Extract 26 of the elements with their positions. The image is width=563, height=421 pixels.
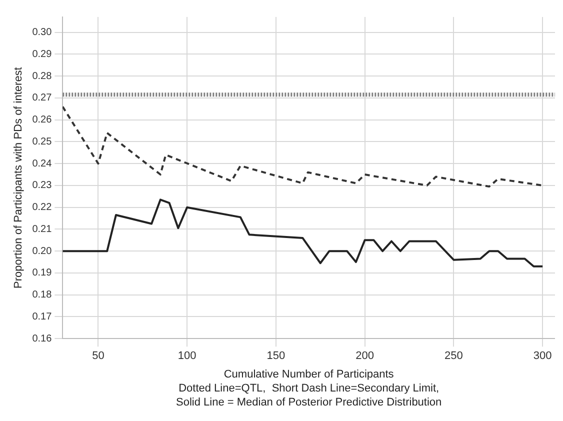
y-tick-label: 0.26 <box>32 114 52 126</box>
y-tick-label: 0.19 <box>32 268 52 279</box>
x-tick-label: 250 <box>444 350 463 362</box>
text: Dotted Line=QTL, Short Dash Line=Secondary Limit, <box>178 382 440 395</box>
x-tick-label: 300 <box>533 350 552 362</box>
y-tick-label: 0.30 <box>32 27 52 38</box>
text: Solid Line = Median of Posterior Predictive Distribution <box>176 396 442 409</box>
y-tick-label: 0.23 <box>32 180 52 192</box>
y-tick-label: 0.27 <box>32 92 52 104</box>
x-tick-label: 50 <box>92 350 104 362</box>
y-tick-label: 0.28 <box>32 70 52 82</box>
y-tick-label: 0.24 <box>32 158 52 170</box>
x-tick-label: 150 <box>266 350 286 362</box>
x-axis-title: Cumulative Number of Participants <box>224 368 394 380</box>
x-tick-label: 100 <box>178 350 196 362</box>
y-tick-label: 0.21 <box>32 224 52 235</box>
y-axis-title: Proportion of Participants with PDs of interest <box>12 67 25 288</box>
y-tick-label: 0.20 <box>32 246 52 257</box>
y-tick-label: 0.25 <box>32 136 52 148</box>
x-tick-label: 200 <box>356 350 374 362</box>
y-tick-label: 0.22 <box>32 202 52 214</box>
y-tick-label: 0.18 <box>32 290 52 301</box>
y-tick-label: 0.16 <box>32 333 52 344</box>
y-tick-label: 0.17 <box>32 311 52 322</box>
y-tick-label: 0.29 <box>32 48 52 60</box>
line-series <box>62 106 544 188</box>
